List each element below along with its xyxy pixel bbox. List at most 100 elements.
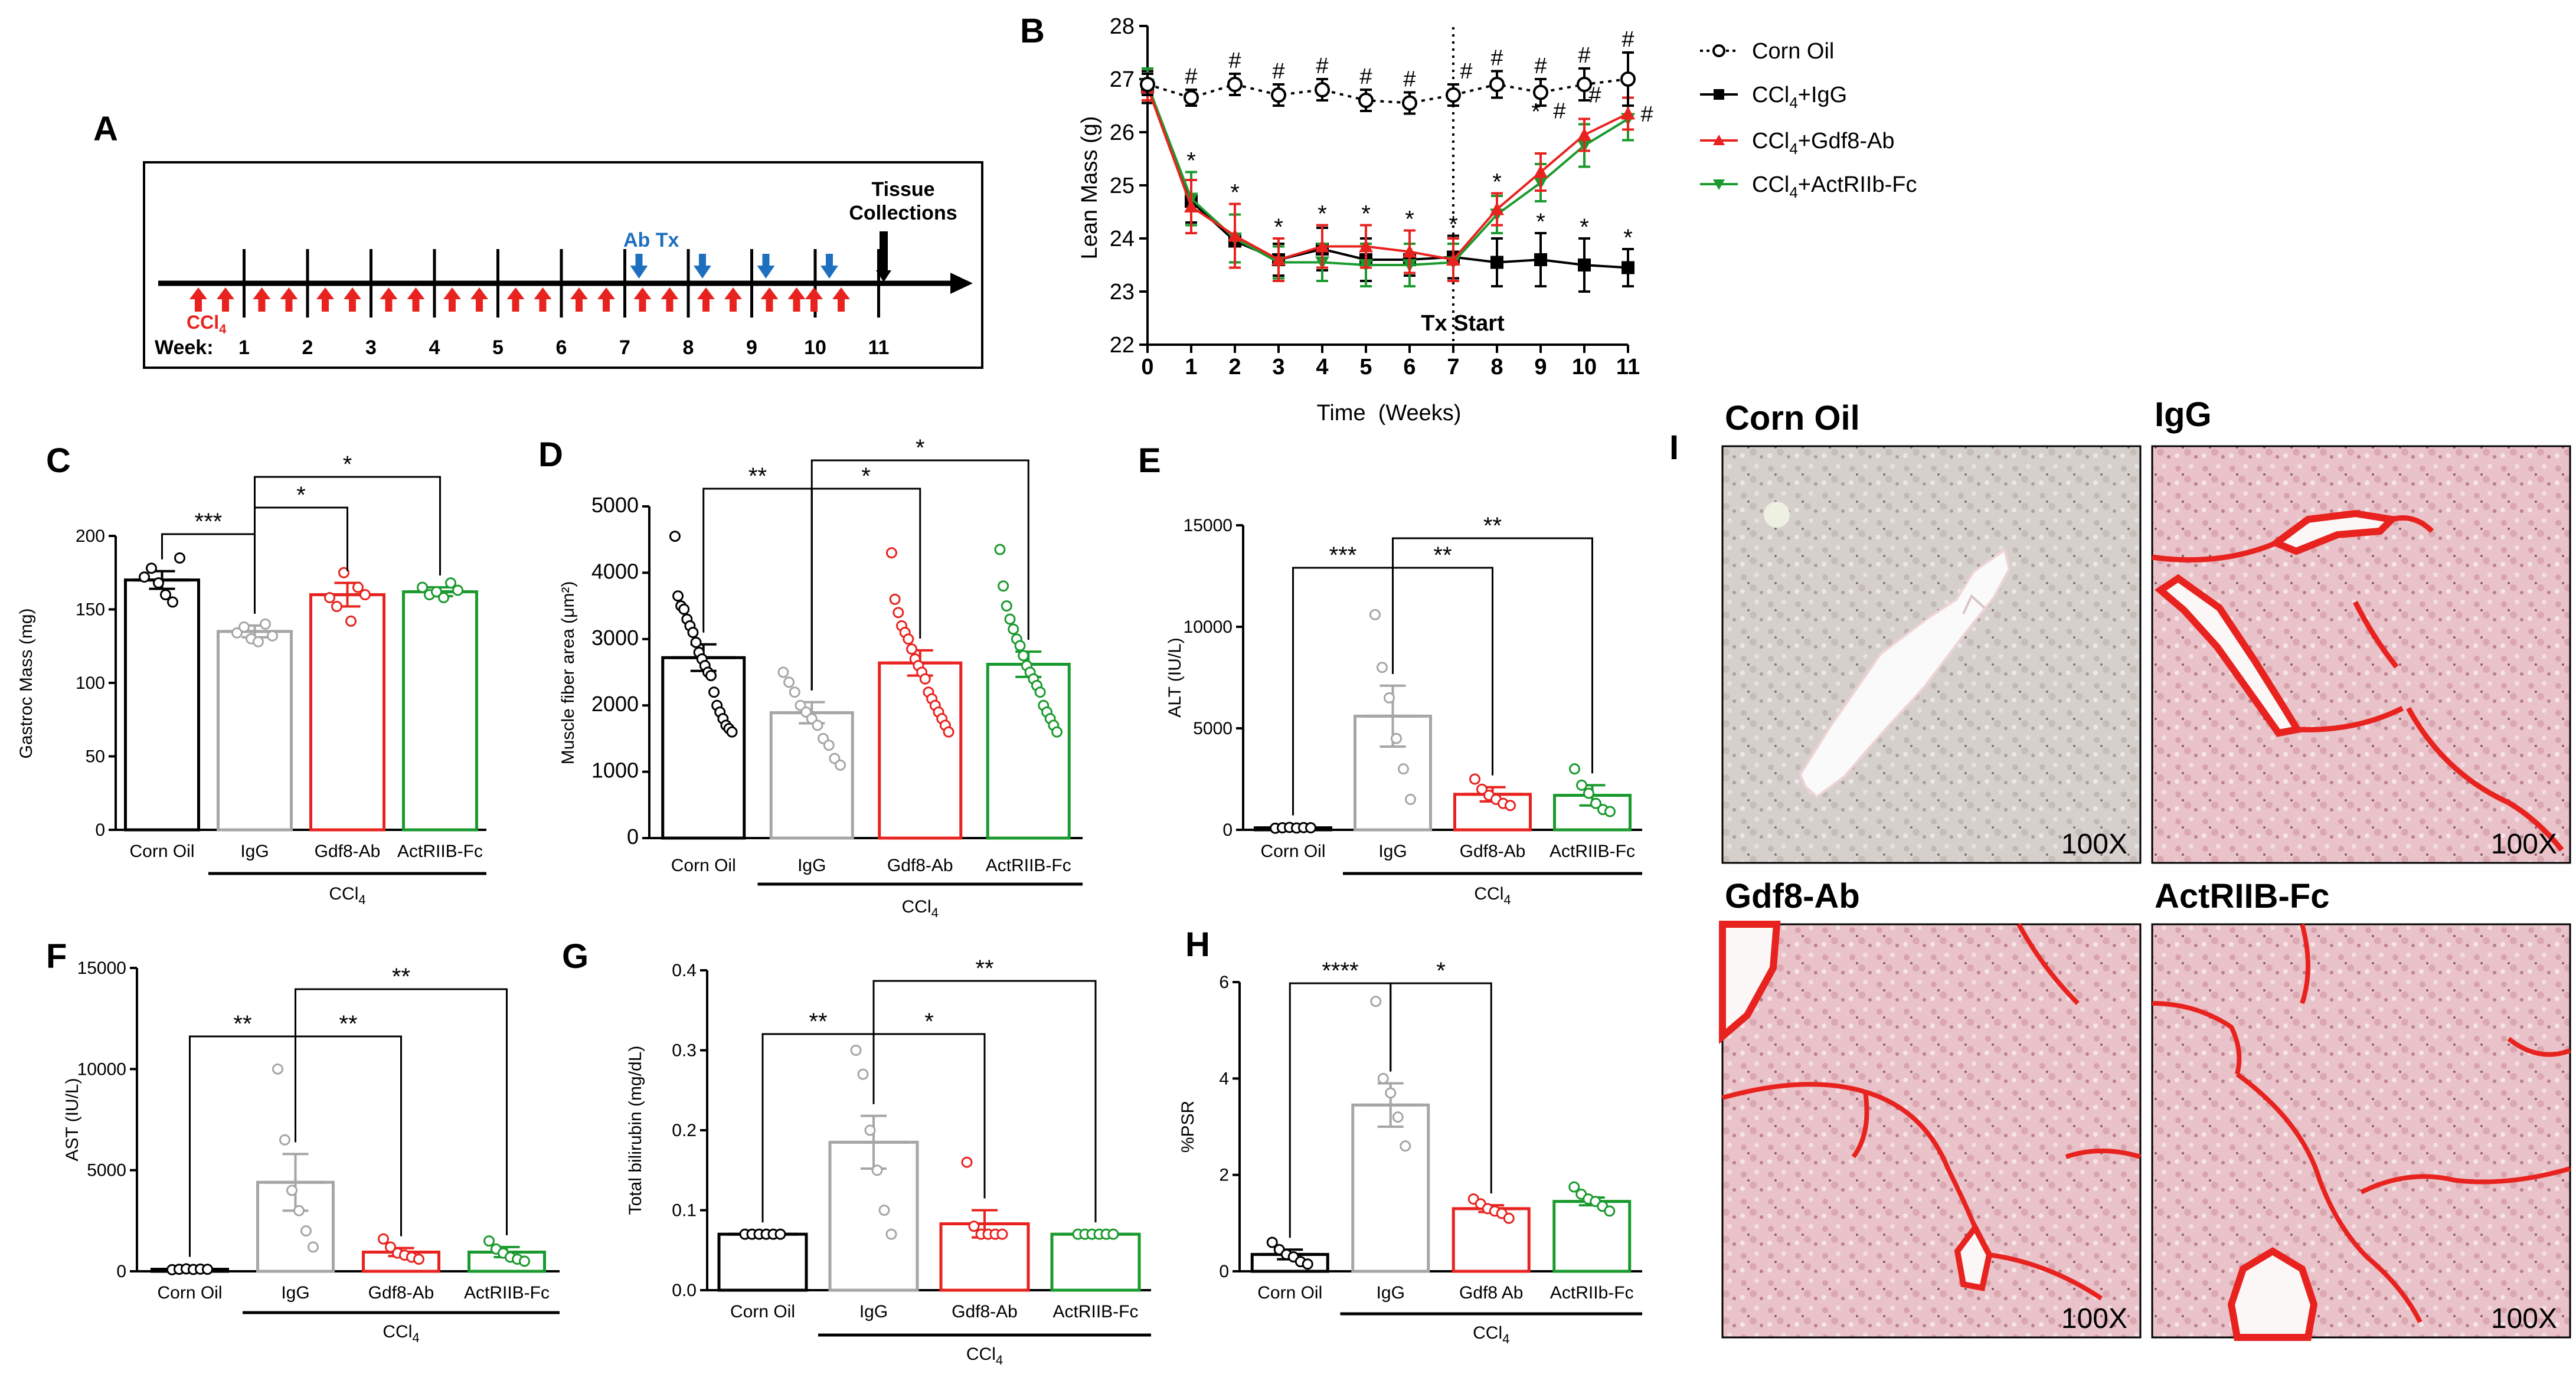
significance-stars: * xyxy=(343,452,352,477)
ccl4-arrow xyxy=(760,287,779,312)
data-point xyxy=(338,567,349,578)
data-point xyxy=(146,562,157,574)
magnification-label: 100X xyxy=(2491,829,2557,860)
significance-star: * xyxy=(1536,209,1545,235)
significance-stars: ** xyxy=(748,463,767,489)
significance-hash: # xyxy=(1460,59,1472,84)
lean-mass-significance: ## # # # # ## # #####**** * * **** * * xyxy=(1185,27,1653,251)
category-label: ActRIIB-Fc xyxy=(397,842,483,861)
bar-chart-c: 0 50 100 150 200 Gastroc Mass (mg) Corn Oil IgG… xyxy=(17,452,486,907)
category-label: Corn Oil xyxy=(671,856,736,875)
timeline-ab-tx-label: Ab Tx xyxy=(623,229,679,251)
data-point xyxy=(231,627,243,639)
y-tick-label: 0 xyxy=(1219,1262,1229,1281)
data-point xyxy=(167,596,178,608)
significance-bracket xyxy=(1292,567,1394,816)
data-point xyxy=(1391,732,1402,744)
data-point xyxy=(1622,261,1634,274)
portal-vein-igg xyxy=(2268,509,2400,555)
data-point xyxy=(1107,1228,1119,1240)
data-point xyxy=(1377,1072,1389,1084)
timeline-week-number: 1 xyxy=(238,336,250,359)
ccl4-arrow xyxy=(380,287,398,312)
y-tick-label: 10000 xyxy=(1184,617,1233,637)
ccl4-arrow xyxy=(470,287,488,312)
ccl4-arrow xyxy=(217,287,234,312)
histology-panel: Corn Oil IgG Gdf8-Ab ActRIIB-Fc 100X 100… xyxy=(1719,395,2571,1341)
data-point xyxy=(1315,239,1329,253)
category-label: Gdf8-Ab xyxy=(368,1283,434,1303)
significance-hash: # xyxy=(1185,64,1197,89)
data-point xyxy=(1534,253,1547,266)
ccl4-arrow xyxy=(787,287,806,312)
significance-bracket xyxy=(1392,537,1593,774)
category-label: ActRIIB-Fc xyxy=(1052,1302,1138,1321)
ccl4-arrow xyxy=(597,287,615,312)
data-point xyxy=(994,544,1006,555)
significance-hash: # xyxy=(1640,102,1653,127)
data-point xyxy=(690,636,702,648)
y-tick-label: 5000 xyxy=(87,1161,126,1180)
panel-label-h: H xyxy=(1185,925,1210,964)
category-label: Corn Oil xyxy=(1257,1283,1322,1303)
significance-stars: * xyxy=(1436,958,1446,984)
y-tick-label: 5000 xyxy=(1193,719,1233,738)
panel-label-g: G xyxy=(562,937,589,976)
data-point xyxy=(1305,822,1316,834)
data-point xyxy=(1577,127,1591,141)
y-tick-label: 10000 xyxy=(77,1059,126,1079)
y-tick-label: 0 xyxy=(95,820,105,840)
category-label: Gdf8-Ab xyxy=(887,856,953,875)
lean-mass-x-tick: 10 xyxy=(1572,355,1597,380)
data-point xyxy=(1370,996,1382,1007)
histology-tile-corn-oil: 100X xyxy=(1721,445,2142,864)
data-point xyxy=(1403,244,1417,258)
bar xyxy=(661,656,746,840)
panel-label-a: A xyxy=(93,110,118,148)
timeline-tissue-label-2: Collections xyxy=(849,202,957,224)
ccl4-arrow xyxy=(407,287,425,312)
y-axis-label: Total bilirubin (mg/dL) xyxy=(626,1046,645,1215)
data-point xyxy=(871,1164,883,1176)
data-point xyxy=(864,1124,876,1136)
y-tick-label: 6 xyxy=(1219,973,1229,992)
significance-star: * xyxy=(1186,148,1196,174)
data-point xyxy=(286,1185,298,1196)
central-vein-corn-oil xyxy=(1799,548,2011,799)
series-corn-oil xyxy=(1140,51,1636,115)
significance-hash: # xyxy=(1272,59,1284,84)
panel-label-b: B xyxy=(1020,12,1045,50)
y-tick-label: 100 xyxy=(76,673,105,693)
ccl4-arrow xyxy=(316,287,334,312)
bar-chart-d: 0 1000 2000 3000 4000 5000 Muscle fiber area (… xyxy=(558,435,1083,920)
group-label: CCl4 xyxy=(966,1344,1003,1368)
significance-star: * xyxy=(1531,99,1541,125)
category-label: ActRIIB-Fc xyxy=(464,1283,550,1303)
y-tick-label: 2 xyxy=(1219,1166,1229,1185)
data-point xyxy=(1359,239,1373,253)
lean-mass-x-tick: 9 xyxy=(1534,355,1547,380)
data-point xyxy=(1490,202,1504,215)
significance-star: * xyxy=(1361,201,1371,227)
data-point xyxy=(352,581,364,593)
ccl4-arrow xyxy=(570,287,588,312)
data-point xyxy=(669,531,681,542)
data-point xyxy=(1576,779,1587,791)
data-point xyxy=(1569,763,1580,775)
timeline-week-number: 4 xyxy=(429,336,440,359)
data-point xyxy=(438,592,449,604)
data-point xyxy=(687,627,699,639)
bar xyxy=(717,1232,808,1292)
series-line xyxy=(1146,86,1629,269)
data-point xyxy=(267,630,278,642)
data-point xyxy=(672,590,684,602)
data-point xyxy=(1008,623,1019,635)
category-label: Gdf8 Ab xyxy=(1459,1283,1523,1303)
data-point xyxy=(777,666,789,678)
significance-bracket xyxy=(1289,982,1392,1238)
timeline-panel: 1 2 3 4 5 6 7 8 9 10 11 Week: CCl4 Ab Tx Tissue Co… xyxy=(143,161,983,369)
data-point xyxy=(1620,71,1636,87)
histology-tile-actriib: 100X xyxy=(2151,923,2571,1341)
data-point xyxy=(1590,797,1601,809)
significance-star: * xyxy=(1449,212,1458,238)
